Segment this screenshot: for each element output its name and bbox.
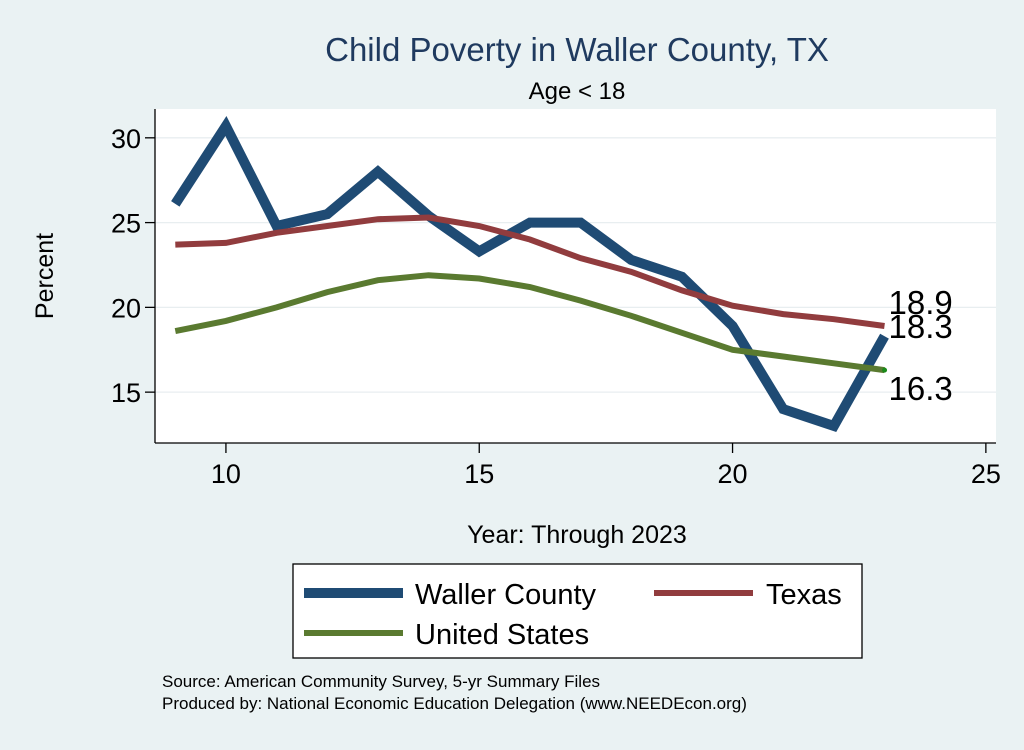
legend-item-texas: Texas: [654, 579, 842, 611]
legend-label-waller-county: Waller County: [415, 579, 597, 611]
y-axis-ticks: 15 20 25 30: [111, 124, 155, 408]
end-labels: 18.318.9 16.3: [889, 284, 953, 407]
y-axis-title: Percent: [31, 233, 59, 319]
legend-label-united-states: United States: [415, 619, 589, 651]
end-label-texas: 18.9: [889, 284, 953, 321]
y-tick-label-15: 15: [111, 378, 141, 408]
x-axis-ticks: 10 15 20 25: [211, 443, 1001, 489]
end-label-waller-county: 18.3: [889, 308, 953, 345]
series-lines: [171, 115, 889, 433]
series-line-texas: [175, 214, 885, 329]
x-tick-label-25: 25: [971, 459, 1001, 489]
series-line-united-states: [174, 272, 885, 374]
y-tick-label-25: 25: [111, 209, 141, 239]
x-tick-label-15: 15: [464, 459, 494, 489]
produced-by-note: Produced by: National Economic Education…: [162, 694, 747, 713]
legend-item-united-states: United States: [304, 619, 589, 651]
legend-item-waller-county: Waller County: [304, 579, 597, 611]
legend-box: [292, 563, 863, 659]
chart-subtitle: Age < 18: [529, 78, 626, 105]
series-line-waller-county: [171, 115, 889, 433]
chart-title: Child Poverty in Waller County, TX: [325, 31, 829, 68]
end-label-united-states: 16.3: [889, 370, 953, 407]
x-tick-label-10: 10: [211, 459, 241, 489]
x-tick-label-20: 20: [718, 459, 748, 489]
x-axis-title: Year: Through 2023: [467, 521, 687, 549]
legend-label-texas: Texas: [766, 579, 842, 611]
end-marker-united-states: [882, 367, 888, 373]
y-tick-label-20: 20: [111, 293, 141, 323]
source-note: Source: American Community Survey, 5-yr …: [162, 672, 600, 691]
plot-area: [155, 109, 996, 443]
y-tick-label-30: 30: [111, 124, 141, 154]
